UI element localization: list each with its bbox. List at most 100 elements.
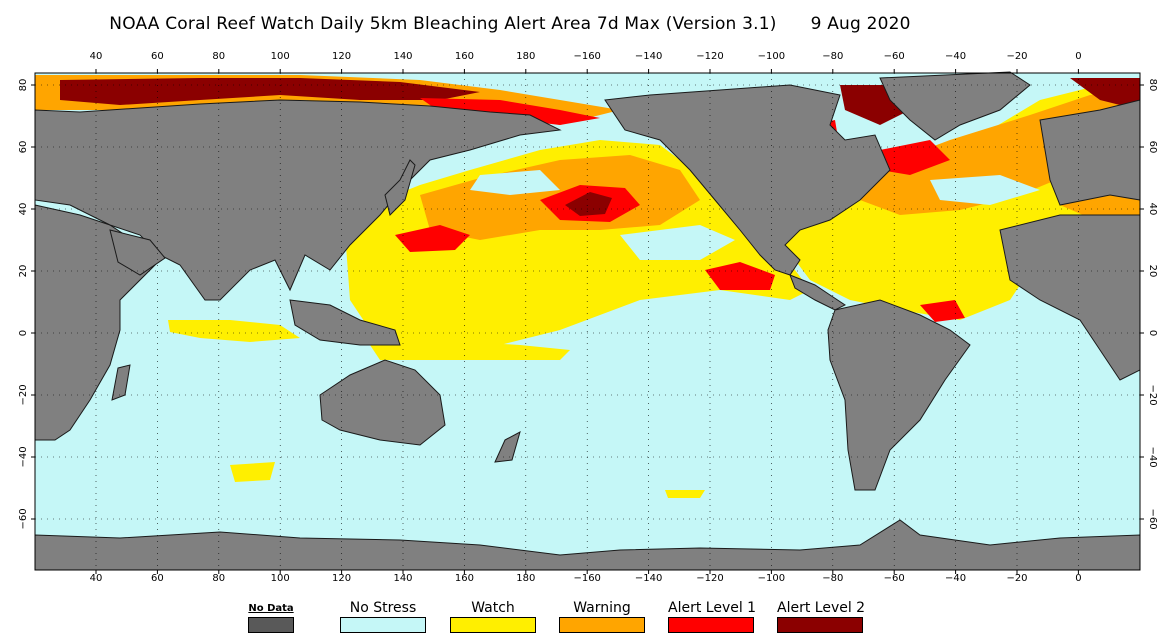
legend-label-alert-level-2: Alert Level 2 <box>777 600 866 616</box>
legend-no-data: No Data <box>248 600 294 633</box>
legend-label-warning: Warning <box>573 600 631 616</box>
legend-watch: Watch <box>450 600 536 633</box>
map-title: NOAA Coral Reef Watch Daily 5km Bleachin… <box>0 14 1020 34</box>
left-lat-label: −40 <box>18 446 29 467</box>
bottom-lon-label: 80 <box>212 573 225 584</box>
top-lon-label: −120 <box>696 51 723 62</box>
bottom-lon-label: 100 <box>271 573 290 584</box>
legend-swatch-alert-level-2 <box>777 617 863 633</box>
bottom-lon-label: −60 <box>884 573 905 584</box>
legend-label-no-stress: No Stress <box>349 600 417 616</box>
bottom-lon-label: 140 <box>393 573 412 584</box>
land-layer <box>34 71 1141 571</box>
bottom-lon-label: 60 <box>151 573 164 584</box>
caribbean-alert <box>920 300 965 322</box>
arctic-alert1-band <box>420 98 600 125</box>
top-lon-label: 0 <box>1075 51 1081 62</box>
legend-label-watch: Watch <box>471 600 515 616</box>
arctic-alert2-band <box>60 78 480 105</box>
bottom-lon-label: −40 <box>945 573 966 584</box>
australia-landmass <box>319 359 446 446</box>
top-lon-label: 80 <box>212 51 225 62</box>
left-lat-label: −20 <box>18 384 29 405</box>
bottom-lon-label: 40 <box>90 573 103 584</box>
bottom-lon-label: 0 <box>1075 573 1081 584</box>
legend-label-alert-level-1: Alert Level 1 <box>668 600 757 616</box>
japan-landmass <box>384 159 416 216</box>
axis-ticks: 40 40 60 60 80 80 100 100 120 120 140 140 160 160 180 1… <box>18 51 1158 584</box>
bottom-lon-label: 120 <box>332 573 351 584</box>
top-lon-label: −60 <box>884 51 905 62</box>
bleaching-alert-map: 40 40 60 60 80 80 100 100 120 120 140 140 160 160 180 1… <box>18 51 1158 584</box>
equatorial-pacific-watch <box>360 330 570 360</box>
central-america-landmass <box>789 274 846 311</box>
top-lon-label: 140 <box>393 51 412 62</box>
top-lon-label: −40 <box>945 51 966 62</box>
new-zealand-landmass <box>494 431 521 463</box>
bottom-lon-label: −140 <box>635 573 662 584</box>
right-lat-label: 0 <box>1147 330 1158 336</box>
indian-ocean-watch <box>168 320 300 342</box>
bottom-lon-label: 180 <box>516 573 535 584</box>
stress-layer <box>35 75 1140 498</box>
right-lat-label: 40 <box>1147 203 1158 216</box>
left-lat-label: 80 <box>18 79 29 92</box>
legend-swatch-watch <box>450 617 536 633</box>
legend-swatch-no-data <box>248 617 294 633</box>
legend-no-stress: No Stress <box>340 600 426 633</box>
bottom-lon-label: −20 <box>1006 573 1027 584</box>
top-lon-label: 160 <box>455 51 474 62</box>
north-pacific-alert2 <box>565 192 612 216</box>
left-lat-label: 60 <box>18 141 29 154</box>
left-lat-label: 0 <box>18 330 29 336</box>
bottom-lon-label: −160 <box>573 573 600 584</box>
iberia-europe-landmass <box>1039 99 1141 206</box>
legend-alert-level-2: Alert Level 2 <box>777 600 866 633</box>
top-lon-label: −160 <box>573 51 600 62</box>
left-lat-label: −60 <box>18 508 29 529</box>
north-pacific-cool-patch <box>470 170 560 195</box>
top-lon-label: 180 <box>516 51 535 62</box>
bottom-lon-label: −120 <box>696 573 723 584</box>
map-gridlines <box>35 73 1140 570</box>
west-africa-landmass <box>999 214 1141 381</box>
left-lat-label: 40 <box>18 203 29 216</box>
legend-label-no-data: No Data <box>248 603 294 614</box>
southeast-asia-islands <box>289 299 401 346</box>
legend-swatch-no-stress <box>340 617 426 633</box>
mediterranean-warning <box>1060 195 1140 218</box>
title-date: 9 Aug 2020 <box>810 14 911 34</box>
top-lon-label: 60 <box>151 51 164 62</box>
top-lon-label: −140 <box>635 51 662 62</box>
right-lat-label: 20 <box>1147 265 1158 278</box>
west-pacific-alert <box>395 225 470 252</box>
top-lon-label: −20 <box>1006 51 1027 62</box>
left-lat-label: 20 <box>18 265 29 278</box>
right-lat-label: 60 <box>1147 141 1158 154</box>
greenland-sea-alert2 <box>1070 78 1140 110</box>
top-lon-label: 100 <box>271 51 290 62</box>
right-lat-label: −20 <box>1147 384 1158 405</box>
right-lat-label: −60 <box>1147 508 1158 529</box>
right-lat-label: 80 <box>1147 79 1158 92</box>
top-lon-label: 120 <box>332 51 351 62</box>
top-lon-label: 40 <box>90 51 103 62</box>
arabia-landmass <box>109 229 166 276</box>
east-pacific-alert <box>705 262 775 290</box>
top-lon-label: −80 <box>822 51 843 62</box>
title-text: NOAA Coral Reef Watch Daily 5km Bleachin… <box>109 14 777 34</box>
right-lat-label: −40 <box>1147 446 1158 467</box>
central-pacific-cool-patch <box>620 225 735 260</box>
bottom-lon-label: −100 <box>758 573 785 584</box>
legend-swatch-alert-level-1 <box>668 617 754 633</box>
top-lon-label: −100 <box>758 51 785 62</box>
north-atlantic-alert <box>880 140 950 175</box>
bottom-lon-label: 160 <box>455 573 474 584</box>
legend-alert-level-1: Alert Level 1 <box>668 600 757 633</box>
legend-warning: Warning <box>559 600 645 633</box>
greenland-landmass <box>879 71 1031 141</box>
bottom-lon-label: −80 <box>822 573 843 584</box>
south-pacific-watch <box>665 490 705 498</box>
north-america-landmass <box>604 84 891 276</box>
legend-swatch-warning <box>559 617 645 633</box>
